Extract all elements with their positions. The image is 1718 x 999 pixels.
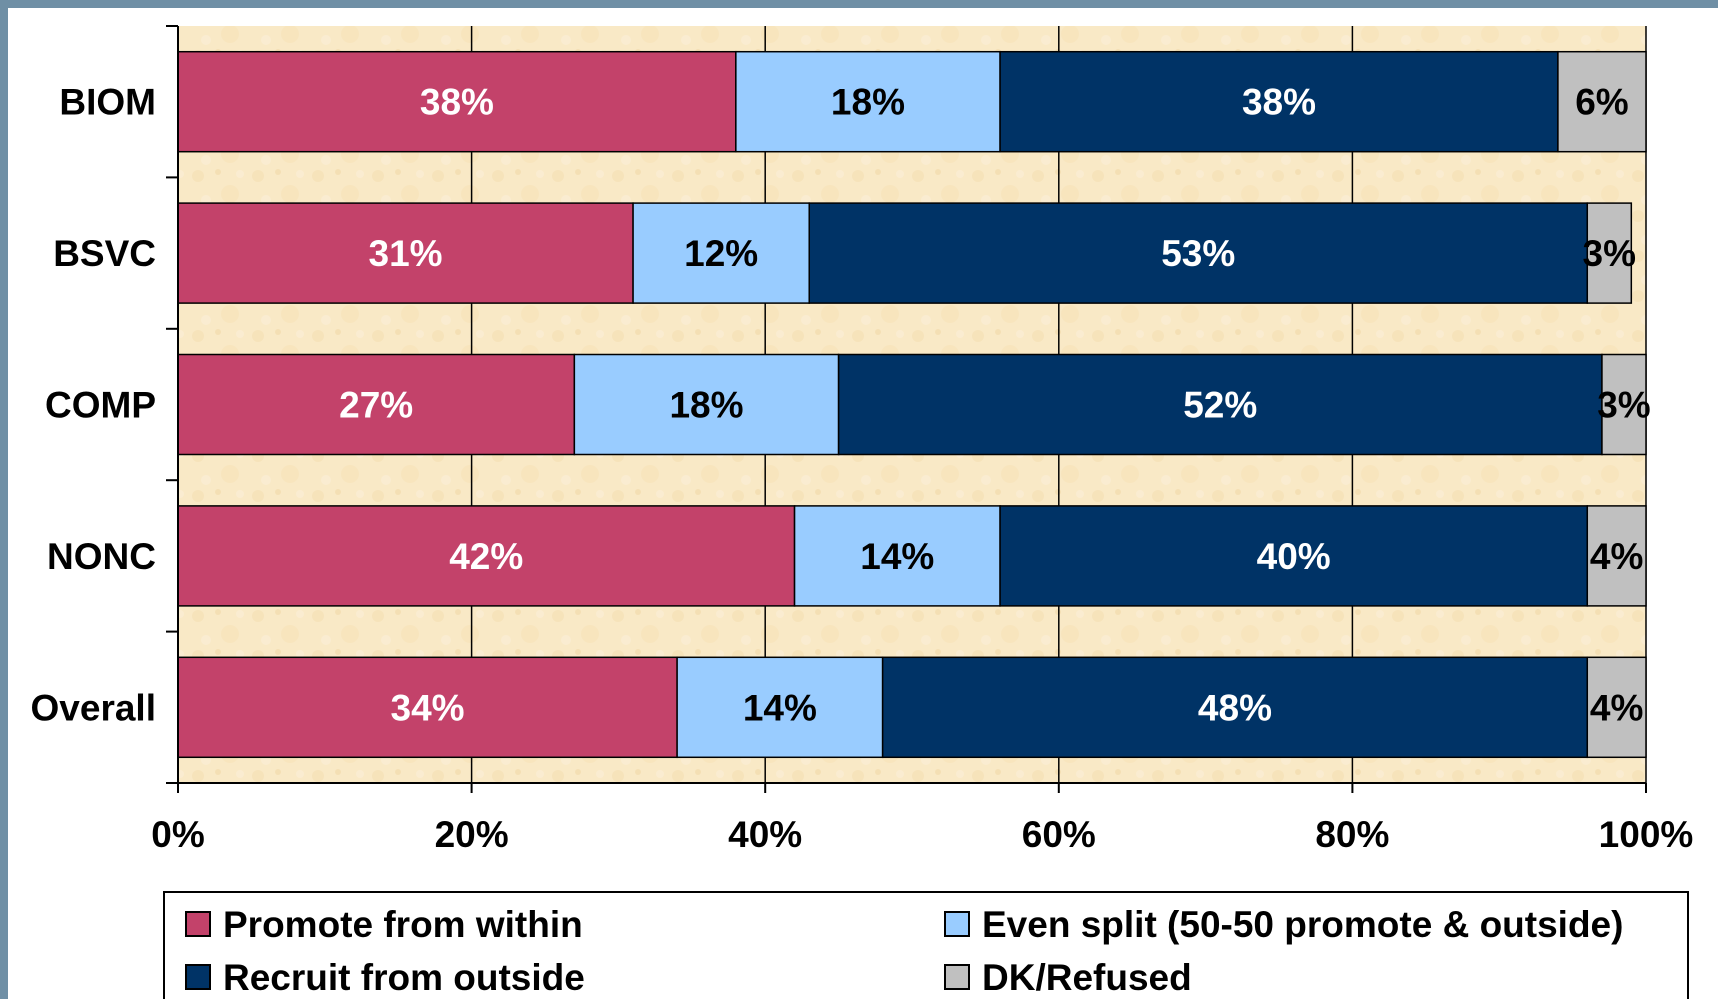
data-label-comp-even-split-50-50-promote-outside: 18%	[669, 385, 743, 426]
x-tick-label-0: 0%	[151, 814, 204, 855]
axes: BIOM BSVC COMP NONC Overall 0% 20% 40% 60% 80% 100…	[31, 25, 1694, 855]
bar-overall-even-split-50-50-promote-outside	[676, 656, 884, 759]
legend-swatch-dk-refused	[944, 964, 970, 990]
data-label-nonc-dk-refused: 4%	[1590, 536, 1643, 577]
data-label-comp-dk-refused: 3%	[1597, 385, 1650, 426]
category-label-comp: COMP	[45, 385, 156, 426]
data-label-overall-even-split-50-50-promote-outside: 14%	[743, 687, 817, 728]
data-label-overall-dk-refused: 4%	[1590, 687, 1643, 728]
data-label-biom-promote-from-within: 38%	[420, 82, 494, 123]
data-label-biom-even-split-50-50-promote-outside: 18%	[831, 82, 905, 123]
legend-label-promote-from-within: Promote from within	[223, 904, 583, 945]
x-tick-label-60: 60%	[1022, 814, 1096, 855]
data-label-biom-recruit-from-outside: 38%	[1242, 82, 1316, 123]
bar-nonc-dk-refused	[1586, 505, 1647, 607]
category-label-biom: BIOM	[59, 82, 156, 123]
legend-label-recruit-from-outside: Recruit from outside	[223, 957, 585, 998]
bar-overall-dk-refused	[1586, 656, 1647, 759]
bar-overall-promote-from-within	[177, 656, 678, 759]
x-tick-label-100: 100%	[1599, 814, 1694, 855]
bar-comp-promote-from-within	[177, 353, 576, 456]
bar-bsvc-recruit-from-outside	[808, 202, 1589, 304]
data-label-biom-dk-refused: 6%	[1575, 82, 1628, 123]
stacked-bar-chart: 38% 18% 38% 6% 31% 12% 53% 3% 27% 18% 52% 3% 42% 14% 4…	[31, 25, 1694, 999]
bar-bsvc-promote-from-within	[177, 202, 634, 304]
bar-comp-dk-refused	[1601, 353, 1647, 456]
data-label-nonc-recruit-from-outside: 40%	[1257, 536, 1331, 577]
data-label-comp-promote-from-within: 27%	[339, 385, 413, 426]
data-label-bsvc-recruit-from-outside: 53%	[1161, 233, 1235, 274]
bar-biom-recruit-from-outside	[999, 50, 1559, 153]
legend-label-even-split-50-50-promote-outside: Even split (50-50 promote & outside)	[982, 904, 1623, 945]
data-label-bsvc-dk-refused: 3%	[1583, 233, 1636, 274]
bar-biom-dk-refused	[1557, 50, 1647, 153]
data-label-nonc-promote-from-within: 42%	[449, 536, 523, 577]
bar-overall-recruit-from-outside	[881, 656, 1589, 759]
category-label-overall: Overall	[31, 687, 156, 728]
legend-swatch-promote-from-within	[185, 911, 211, 937]
bar-nonc-recruit-from-outside	[999, 505, 1589, 607]
data-label-overall-promote-from-within: 34%	[391, 687, 465, 728]
bar-comp-recruit-from-outside	[837, 353, 1603, 456]
bars: 38% 18% 38% 6% 31% 12% 53% 3% 27% 18% 52% 3% 42% 14% 4…	[177, 50, 1651, 759]
category-label-bsvc: BSVC	[53, 233, 156, 274]
data-label-bsvc-promote-from-within: 31%	[369, 233, 443, 274]
bar-biom-even-split-50-50-promote-outside	[735, 50, 1001, 153]
x-tick-label-20: 20%	[435, 814, 509, 855]
data-label-overall-recruit-from-outside: 48%	[1198, 687, 1272, 728]
data-label-nonc-even-split-50-50-promote-outside: 14%	[860, 536, 934, 577]
legend-box	[163, 891, 1689, 999]
category-label-nonc: NONC	[47, 536, 156, 577]
bar-comp-even-split-50-50-promote-outside	[573, 353, 840, 456]
legend-swatch-even-split-50-50-promote-outside	[944, 911, 970, 937]
bar-bsvc-dk-refused	[1586, 202, 1633, 304]
x-tick-label-80: 80%	[1315, 814, 1389, 855]
legend-swatch-recruit-from-outside	[185, 964, 211, 990]
x-tick-label-40: 40%	[728, 814, 802, 855]
legend-label-dk-refused: DK/Refused	[982, 957, 1192, 998]
data-label-comp-recruit-from-outside: 52%	[1183, 385, 1257, 426]
bar-nonc-even-split-50-50-promote-outside	[793, 505, 1001, 607]
chart-frame: 38% 18% 38% 6% 31% 12% 53% 3% 27% 18% 52% 3% 42% 14% 4…	[8, 8, 1718, 999]
bar-bsvc-even-split-50-50-promote-outside	[632, 202, 810, 304]
legend: Promote from within Even split (50-50 pro…	[163, 891, 1689, 999]
data-label-bsvc-even-split-50-50-promote-outside: 12%	[684, 233, 758, 274]
